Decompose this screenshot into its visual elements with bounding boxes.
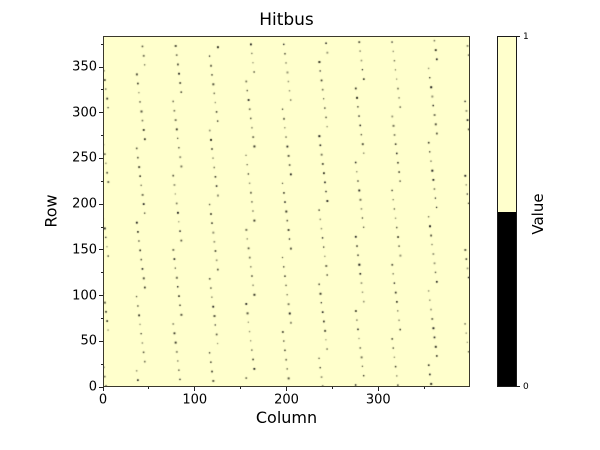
- colorbar-high-segment: [498, 37, 516, 212]
- tick: [99, 386, 103, 388]
- tick: [101, 226, 103, 228]
- xtick-label: 100: [182, 392, 208, 408]
- xtick-label: 200: [274, 392, 299, 408]
- tick: [99, 295, 103, 297]
- colorbar: [497, 36, 517, 387]
- plot-area: [103, 36, 470, 387]
- y-axis-label: Row: [41, 194, 61, 228]
- tick: [99, 249, 103, 251]
- xtick-label: 300: [365, 392, 391, 408]
- tick: [99, 203, 103, 205]
- colorbar-tick-max: [517, 36, 520, 37]
- ytick-label: 350: [72, 59, 97, 75]
- tick: [148, 387, 150, 389]
- ytick-label: 0: [88, 379, 97, 395]
- ytick-label: 200: [72, 196, 97, 212]
- tick: [101, 180, 103, 182]
- ytick-label: 300: [72, 105, 97, 121]
- tick: [240, 387, 242, 389]
- tick: [101, 363, 103, 365]
- ytick-label: 250: [72, 150, 97, 166]
- tick: [101, 317, 103, 319]
- x-axis-label: Column: [255, 408, 318, 427]
- tick: [99, 66, 103, 68]
- colorbar-low-segment: [498, 211, 516, 386]
- tick: [99, 112, 103, 114]
- tick: [286, 387, 287, 391]
- tick: [101, 272, 103, 274]
- tick: [102, 387, 104, 391]
- tick: [377, 387, 379, 391]
- tick: [101, 135, 103, 137]
- tick: [101, 43, 103, 45]
- xtick-label: 0: [98, 392, 108, 408]
- tick: [331, 387, 333, 389]
- tick: [194, 387, 196, 391]
- colorbar-axis-label: Value: [529, 193, 547, 235]
- ytick-label: 50: [80, 333, 97, 349]
- colorbar-max-label: 1: [523, 32, 529, 42]
- ytick-label: 100: [72, 288, 97, 304]
- heatmap-canvas: [104, 37, 469, 386]
- colorbar-min-label: 0: [523, 382, 529, 392]
- ytick-label: 150: [72, 242, 97, 258]
- chart-title: Hitbus: [259, 10, 314, 30]
- tick: [99, 340, 103, 342]
- colorbar-tick-min: [517, 386, 520, 387]
- tick: [423, 387, 425, 389]
- tick: [101, 89, 103, 91]
- tick: [99, 157, 103, 159]
